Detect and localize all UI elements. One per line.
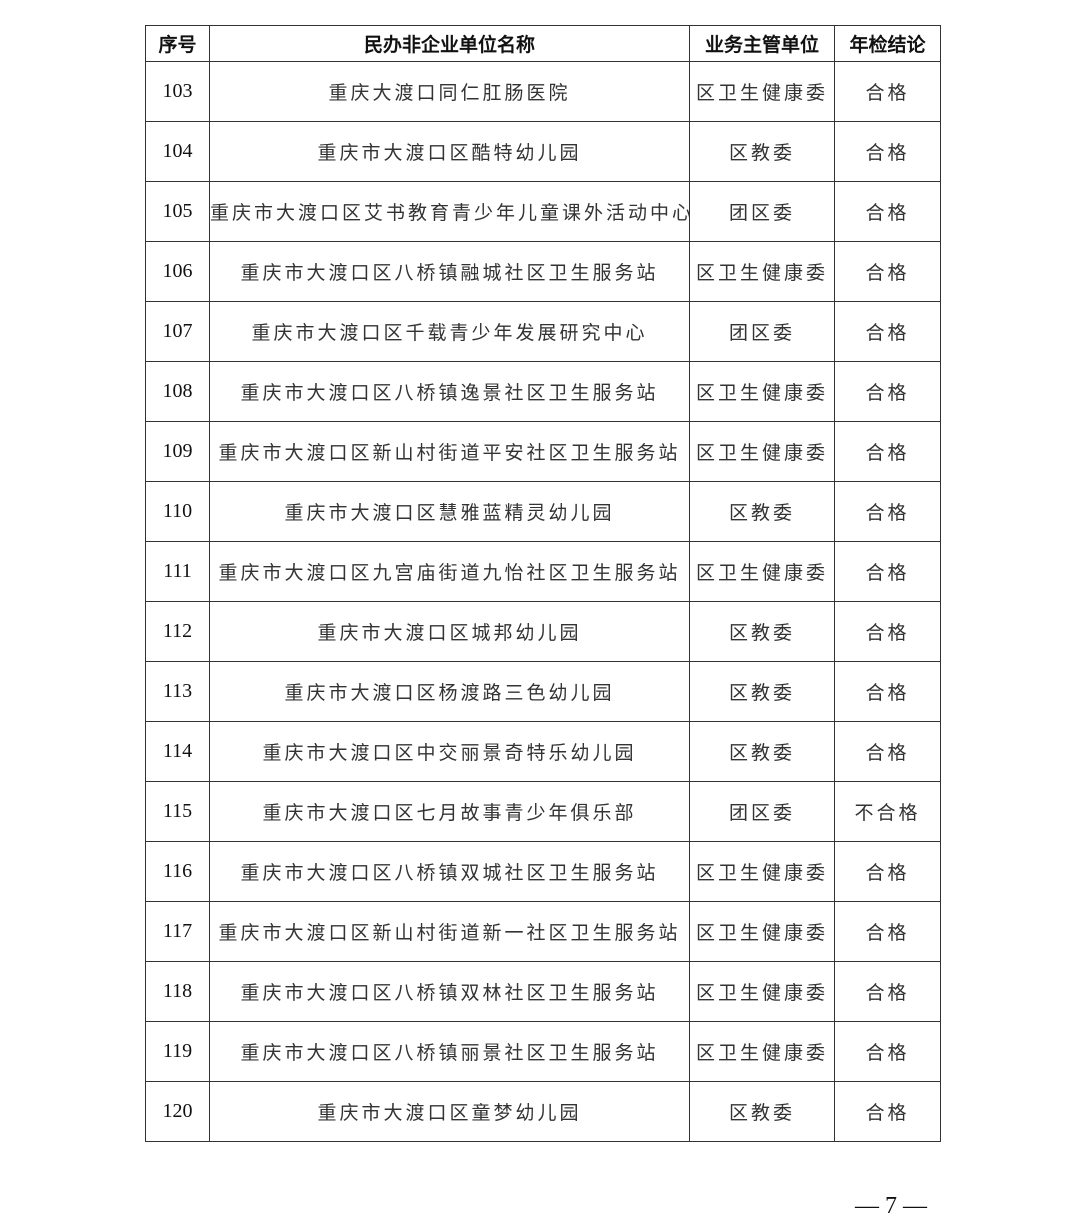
cell-supervisor: 团区委 [689,301,835,362]
cell-result: 合格 [834,421,941,482]
cell-org-name: 重庆市大渡口区城邦幼儿园 [209,601,690,662]
cell-supervisor: 区卫生健康委 [689,361,835,422]
table-body: 103 重庆大渡口同仁肛肠医院 区卫生健康委 合格 104 重庆市大渡口区酷特幼儿园 区教委… [145,61,941,1142]
cell-result: 合格 [834,901,941,962]
cell-result: 合格 [834,361,941,422]
page-number: — 7 — [855,1193,927,1219]
cell-serial: 119 [145,1021,210,1082]
cell-org-name: 重庆大渡口同仁肛肠医院 [209,61,690,122]
table-row: 106 重庆市大渡口区八桥镇融城社区卫生服务站 区卫生健康委 合格 [145,241,941,302]
table-row: 116 重庆市大渡口区八桥镇双城社区卫生服务站 区卫生健康委 合格 [145,841,941,902]
cell-supervisor: 团区委 [689,181,835,242]
cell-supervisor: 区教委 [689,721,835,782]
cell-result: 合格 [834,961,941,1022]
cell-result: 不合格 [834,781,941,842]
cell-serial: 111 [145,541,210,602]
cell-org-name: 重庆市大渡口区慧雅蓝精灵幼儿园 [209,481,690,542]
cell-supervisor: 区教委 [689,121,835,182]
header-org-name: 民办非企业单位名称 [209,25,690,62]
cell-serial: 108 [145,361,210,422]
table-row: 113 重庆市大渡口区杨渡路三色幼儿园 区教委 合格 [145,661,941,722]
table-row: 112 重庆市大渡口区城邦幼儿园 区教委 合格 [145,601,941,662]
table-row: 107 重庆市大渡口区千载青少年发展研究中心 团区委 合格 [145,301,941,362]
cell-supervisor: 区卫生健康委 [689,1021,835,1082]
cell-serial: 115 [145,781,210,842]
cell-serial: 110 [145,481,210,542]
cell-result: 合格 [834,301,941,362]
cell-supervisor: 区卫生健康委 [689,901,835,962]
cell-serial: 104 [145,121,210,182]
cell-org-name: 重庆市大渡口区新山村街道平安社区卫生服务站 [209,421,690,482]
cell-org-name: 重庆市大渡口区八桥镇双林社区卫生服务站 [209,961,690,1022]
cell-result: 合格 [834,601,941,662]
cell-supervisor: 区教委 [689,601,835,662]
cell-serial: 103 [145,61,210,122]
cell-result: 合格 [834,61,941,122]
table-row: 120 重庆市大渡口区童梦幼儿园 区教委 合格 [145,1081,941,1142]
cell-org-name: 重庆市大渡口区千载青少年发展研究中心 [209,301,690,362]
header-serial: 序号 [145,25,210,62]
cell-supervisor: 区教委 [689,1081,835,1142]
cell-supervisor: 区教委 [689,661,835,722]
cell-org-name: 重庆市大渡口区七月故事青少年俱乐部 [209,781,690,842]
cell-serial: 118 [145,961,210,1022]
table-row: 115 重庆市大渡口区七月故事青少年俱乐部 团区委 不合格 [145,781,941,842]
cell-org-name: 重庆市大渡口区童梦幼儿园 [209,1081,690,1142]
cell-result: 合格 [834,1021,941,1082]
table-row: 111 重庆市大渡口区九宫庙街道九怡社区卫生服务站 区卫生健康委 合格 [145,541,941,602]
cell-org-name: 重庆市大渡口区杨渡路三色幼儿园 [209,661,690,722]
cell-result: 合格 [834,241,941,302]
table-row: 114 重庆市大渡口区中交丽景奇特乐幼儿园 区教委 合格 [145,721,941,782]
table-row: 118 重庆市大渡口区八桥镇双林社区卫生服务站 区卫生健康委 合格 [145,961,941,1022]
table-row: 104 重庆市大渡口区酷特幼儿园 区教委 合格 [145,121,941,182]
cell-serial: 117 [145,901,210,962]
cell-supervisor: 区卫生健康委 [689,541,835,602]
header-supervisor: 业务主管单位 [689,25,835,62]
cell-result: 合格 [834,481,941,542]
cell-supervisor: 区卫生健康委 [689,961,835,1022]
cell-result: 合格 [834,721,941,782]
cell-serial: 114 [145,721,210,782]
table-row: 119 重庆市大渡口区八桥镇丽景社区卫生服务站 区卫生健康委 合格 [145,1021,941,1082]
cell-org-name: 重庆市大渡口区新山村街道新一社区卫生服务站 [209,901,690,962]
cell-result: 合格 [834,541,941,602]
cell-serial: 113 [145,661,210,722]
cell-serial: 106 [145,241,210,302]
cell-supervisor: 区卫生健康委 [689,421,835,482]
cell-serial: 112 [145,601,210,662]
cell-result: 合格 [834,181,941,242]
cell-org-name: 重庆市大渡口区九宫庙街道九怡社区卫生服务站 [209,541,690,602]
cell-serial: 120 [145,1081,210,1142]
table-row: 103 重庆大渡口同仁肛肠医院 区卫生健康委 合格 [145,61,941,122]
cell-org-name: 重庆市大渡口区八桥镇逸景社区卫生服务站 [209,361,690,422]
organization-inspection-table: 序号 民办非企业单位名称 业务主管单位 年检结论 103 重庆大渡口同仁肛肠医院区… [145,25,941,1142]
table-row: 108 重庆市大渡口区八桥镇逸景社区卫生服务站 区卫生健康委 合格 [145,361,941,422]
cell-result: 合格 [834,841,941,902]
cell-supervisor: 区卫生健康委 [689,841,835,902]
cell-supervisor: 区卫生健康委 [689,61,835,122]
header-result: 年检结论 [834,25,941,62]
cell-serial: 105 [145,181,210,242]
cell-org-name: 重庆市大渡口区艾书教育青少年儿童课外活动中心 [209,181,690,242]
cell-supervisor: 区教委 [689,481,835,542]
cell-serial: 107 [145,301,210,362]
cell-serial: 116 [145,841,210,902]
cell-org-name: 重庆市大渡口区中交丽景奇特乐幼儿园 [209,721,690,782]
table-row: 117 重庆市大渡口区新山村街道新一社区卫生服务站 区卫生健康委 合格 [145,901,941,962]
cell-serial: 109 [145,421,210,482]
cell-supervisor: 区卫生健康委 [689,241,835,302]
cell-org-name: 重庆市大渡口区八桥镇丽景社区卫生服务站 [209,1021,690,1082]
cell-org-name: 重庆市大渡口区八桥镇双城社区卫生服务站 [209,841,690,902]
table-row: 109 重庆市大渡口区新山村街道平安社区卫生服务站 区卫生健康委 合格 [145,421,941,482]
cell-result: 合格 [834,1081,941,1142]
cell-result: 合格 [834,661,941,722]
cell-result: 合格 [834,121,941,182]
cell-supervisor: 团区委 [689,781,835,842]
table-row: 110 重庆市大渡口区慧雅蓝精灵幼儿园 区教委 合格 [145,481,941,542]
cell-org-name: 重庆市大渡口区酷特幼儿园 [209,121,690,182]
cell-org-name: 重庆市大渡口区八桥镇融城社区卫生服务站 [209,241,690,302]
table-row: 105 重庆市大渡口区艾书教育青少年儿童课外活动中心 团区委 合格 [145,181,941,242]
table-header-row: 序号 民办非企业单位名称 业务主管单位 年检结论 [145,25,941,62]
